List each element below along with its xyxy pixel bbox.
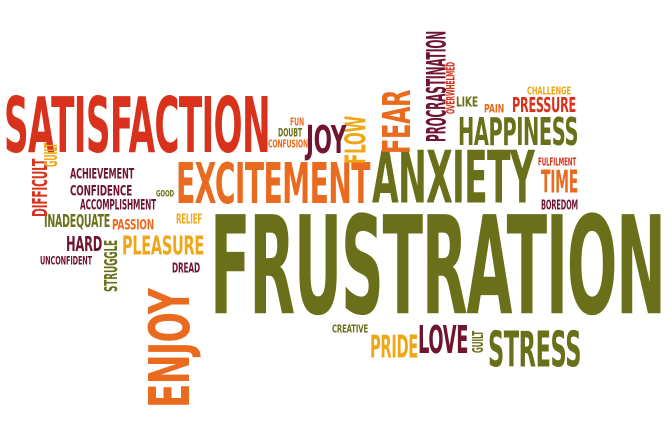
word-fear: FEAR — [374, 89, 420, 154]
word-time: TIME — [541, 163, 579, 200]
word-love: LOVE — [418, 317, 469, 363]
word-fulfilment: FULFILMENT — [538, 155, 577, 168]
word-confusion: CONFUSION — [268, 137, 308, 150]
word-unconfident: UNCONFIDENT — [40, 253, 92, 268]
word-joy: JOY — [306, 117, 347, 163]
word-achievement: ACHIEVEMENT — [70, 165, 135, 182]
word-inadequate: INADEQUATE — [44, 210, 110, 232]
word-dread: DREAD — [172, 260, 200, 276]
word-struggle: STRUGGLE — [100, 240, 122, 292]
word-happiness: HAPPINESS — [458, 109, 579, 155]
word-hard: HARD — [66, 231, 103, 256]
word-frustration: FRUSTRATION — [210, 186, 666, 346]
word-guilt: GUILT — [468, 331, 487, 353]
word-creative: CREATIVE — [332, 322, 369, 335]
word-pain: PAIN — [484, 101, 505, 116]
word-enjoy: ENJOY — [136, 288, 203, 408]
word-fun: FUN — [290, 115, 305, 128]
word-good: GOOD — [156, 188, 175, 199]
word-difficult: DIFFICULT — [27, 158, 52, 217]
word-excitement: EXCITEMENT — [176, 150, 370, 217]
word-stress: STRESS — [488, 321, 582, 379]
word-like: LIKE — [456, 94, 478, 110]
word-anxiety: ANXIETY — [372, 135, 535, 220]
word-boredom: BOREDOM — [541, 197, 579, 213]
word-pleasure: PLEASURE — [122, 230, 205, 261]
word-doubt: DOUBT — [278, 125, 302, 140]
word-pride: PRIDE — [370, 328, 418, 365]
word-passion: PASSION — [112, 216, 154, 233]
word-relief: RELIEF — [176, 211, 202, 227]
word-accomplishment: ACCOMPLISHMENT — [80, 196, 157, 213]
word-confidence: CONFIDENCE — [70, 182, 133, 199]
word-guilt: GUILT — [40, 143, 62, 167]
word-satisfaction: SATISFACTION — [4, 80, 271, 171]
word-pressure: PRESSURE — [512, 92, 576, 117]
word-challenge: CHALLENGE — [527, 84, 572, 97]
word-flow: FLOW — [339, 116, 373, 164]
word-overwhelmed: OVERWHELMED — [443, 62, 458, 114]
